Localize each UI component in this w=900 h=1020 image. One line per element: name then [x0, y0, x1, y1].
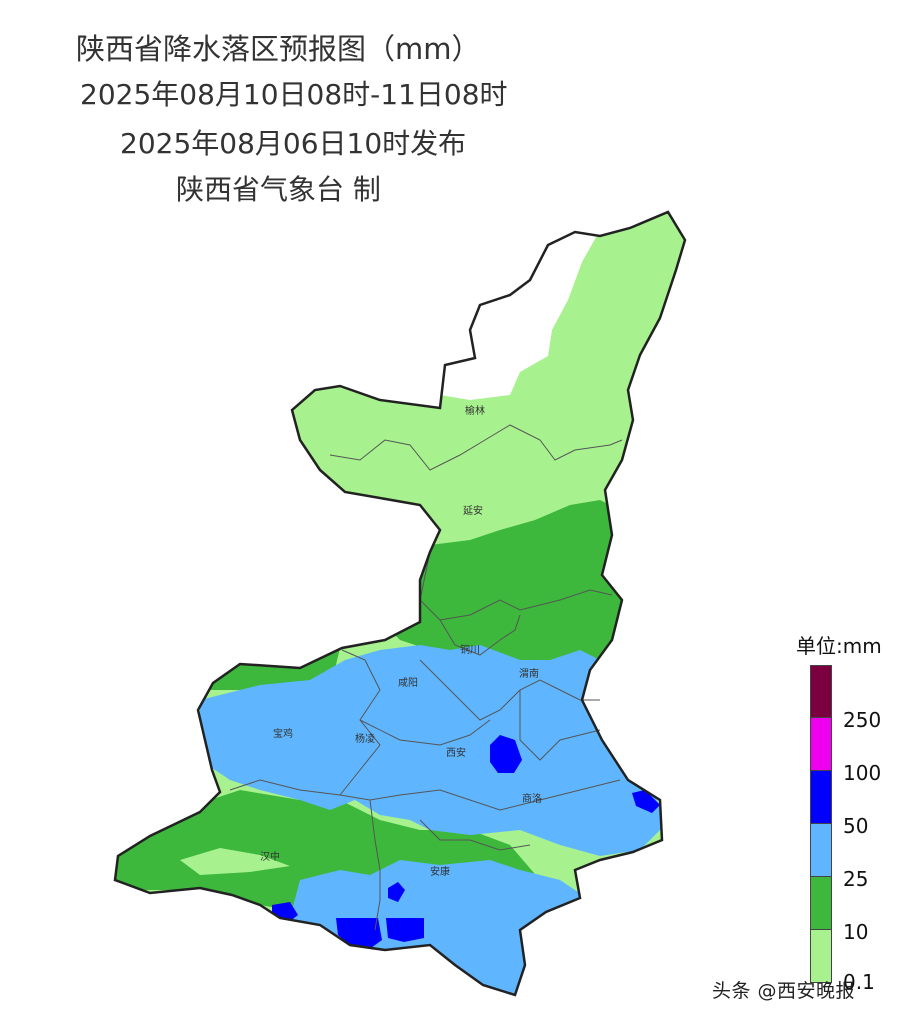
legend-title: 单位:mm [796, 634, 882, 658]
rain-zone-light-hanzhong [180, 848, 290, 875]
rainstorm-patch-ankang-3 [388, 882, 405, 902]
watermark: 头条 @西安晚报 [712, 980, 856, 1002]
rain-zone-heavy-central [200, 645, 670, 856]
rainstorm-patch-shangluo [632, 790, 660, 813]
legend-swatch-100-250 [810, 718, 832, 771]
legend-label-250: 250 [843, 708, 882, 732]
legend-label-0-1: 0.1 [843, 970, 875, 994]
rainstorm-patch-xian [490, 735, 522, 773]
city-label-hanzhong: 汉中 [260, 850, 280, 863]
city-label-ankang: 安康 [430, 865, 450, 878]
city-label-yanan: 延安 [463, 504, 483, 517]
legend-swatch-25-50 [810, 824, 832, 877]
legend-swatch-0-1-10 [810, 930, 832, 983]
district-boundaries [229, 424, 623, 931]
title-line-1: 陕西省降水落区预报图（mm） [76, 32, 481, 66]
legend-swatch-50-100 [810, 771, 832, 824]
city-label-weinan: 渭南 [519, 667, 539, 680]
legend-label-50: 50 [843, 814, 869, 838]
legend-label-100: 100 [843, 761, 882, 785]
legend-color-bar [810, 665, 832, 983]
rainstorm-patch-ankang-2 [386, 918, 424, 942]
title-line-3: 2025年08月06日10时发布 [120, 127, 467, 160]
city-label-yangling: 杨凌 [355, 732, 375, 745]
legend-swatch-10-25 [810, 877, 832, 930]
city-label-baoji: 宝鸡 [273, 727, 293, 740]
legend-label-10: 10 [843, 920, 869, 944]
title-line-2: 2025年08月10日08时-11日08时 [80, 78, 508, 111]
legend-swatch-250-plus [810, 665, 832, 718]
city-label-tongchuan: 铜川 [460, 644, 480, 656]
city-label-xianyang: 咸阳 [398, 677, 418, 689]
legend-label-25: 25 [843, 867, 869, 891]
title-line-4: 陕西省气象台 制 [176, 173, 381, 206]
city-label-xian: 西安 [446, 746, 466, 759]
city-label-shangluo: 商洛 [522, 792, 542, 805]
city-label-yulin: 榆林 [465, 404, 485, 417]
rain-zone-heavy-south [290, 860, 590, 995]
